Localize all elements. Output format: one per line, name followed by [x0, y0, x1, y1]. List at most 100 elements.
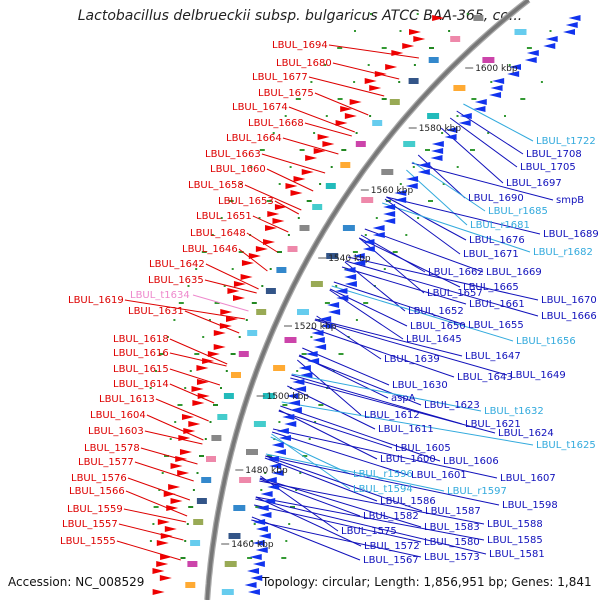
right-gene-label: LBUL_t1625 [536, 440, 596, 451]
gene-block [514, 29, 527, 35]
label-leader-line [261, 153, 326, 174]
feature-dot [174, 421, 177, 423]
reverse-gene-arrow [314, 344, 327, 350]
left-gene-label: LBUL_1674 [232, 102, 288, 113]
gene-block [284, 337, 297, 343]
label-leader-line [386, 196, 541, 235]
gene-block [247, 330, 258, 336]
feature-dot [290, 506, 295, 508]
forward-gene-arrow [191, 386, 204, 392]
feature-dot [189, 370, 192, 372]
feature-dot [196, 472, 199, 474]
left-gene-label: LBUL_1604 [90, 410, 146, 421]
scale-label: 1540 kbp [328, 254, 371, 264]
scale-label: 1600 kbp [475, 64, 518, 74]
feature-dot [325, 115, 328, 117]
feature-dot [344, 268, 347, 270]
forward-gene-arrow [248, 253, 261, 259]
feature-dot [369, 115, 372, 117]
gene-block [221, 589, 234, 595]
gene-block [187, 561, 198, 567]
label-leader-line [314, 319, 508, 376]
feature-dot [441, 132, 444, 134]
reverse-gene-arrow [335, 288, 348, 294]
gene-block [231, 372, 241, 378]
forward-gene-arrow [409, 29, 422, 35]
left-gene-label: LBUL_1660 [210, 164, 266, 175]
label-leader-line [259, 477, 422, 528]
feature-dot [230, 353, 236, 355]
feature-dot [267, 455, 273, 457]
feature-dot [184, 387, 187, 389]
feature-dot [188, 506, 194, 508]
feature-dot [187, 285, 190, 287]
feature-dot [149, 540, 152, 542]
reverse-gene-arrow [489, 92, 502, 98]
left-gene-label: LBUL_1635 [148, 275, 204, 286]
gene-block [389, 99, 400, 105]
right-gene-label: LBUL_1623 [424, 400, 480, 411]
forward-gene-arrow [164, 526, 177, 532]
feature-dot [214, 302, 220, 304]
feature-dot [296, 370, 299, 372]
feature-dot [319, 183, 322, 185]
left-gene-label: LBUL_1658 [188, 180, 244, 191]
gene-block [473, 15, 484, 21]
reverse-gene-arrow [286, 393, 299, 399]
reverse-gene-arrow [344, 274, 357, 280]
right-gene-label: LBUL_1575 [341, 526, 397, 537]
label-leader-line [456, 110, 524, 155]
feature-dot [429, 47, 434, 49]
right-gene-label: LBUL_1647 [465, 351, 521, 362]
reverse-gene-arrow [278, 435, 291, 441]
label-leader-line [255, 496, 362, 547]
right-gene-label: LBUL_1643 [457, 372, 513, 383]
feature-dots-layer [149, 13, 552, 559]
forward-gene-arrow [192, 400, 205, 406]
label-leader-line [329, 288, 408, 327]
forward-gene-arrow [290, 190, 303, 196]
reverse-gene-arrow [458, 120, 471, 126]
reverse-gene-arrow [352, 253, 365, 259]
feature-dot [192, 489, 195, 491]
feature-dot [526, 47, 532, 49]
feature-dot [264, 472, 267, 474]
gene-block [201, 477, 212, 483]
reverse-gene-arrow [431, 141, 444, 147]
feature-dot [288, 523, 291, 525]
label-leader-line [449, 117, 518, 168]
forward-gene-arrow [267, 211, 280, 217]
feature-dot [338, 353, 344, 355]
left-gene-label: LBUL_1664 [226, 133, 282, 144]
reverse-gene-arrow [327, 302, 340, 308]
feature-dot [310, 81, 313, 83]
feature-dot [159, 353, 165, 355]
right-gene-label: LBUL_t1722 [536, 136, 596, 147]
label-leader-line [288, 106, 355, 133]
feature-dot [456, 166, 459, 168]
feature-dot [287, 234, 290, 236]
feature-dot [231, 268, 234, 270]
forward-gene-arrow [197, 393, 210, 399]
right-gene-label: LBUL_1697 [506, 178, 562, 189]
feature-dot [164, 455, 169, 457]
label-leader-line [315, 318, 463, 357]
gene-block [233, 505, 246, 511]
label-leader-line [278, 409, 378, 460]
gene-block [453, 85, 466, 91]
label-leader-line [124, 299, 246, 320]
forward-gene-arrow [255, 246, 268, 252]
feature-dot [209, 421, 212, 423]
feature-dot [310, 336, 313, 338]
feature-dot [363, 302, 369, 304]
right-gene-label: LBUL_1624 [498, 428, 554, 439]
feature-dot [278, 183, 281, 185]
right-gene-label: LBUL_1611 [378, 424, 434, 435]
forward-gene-arrow [413, 36, 426, 42]
forward-gene-arrow [349, 99, 362, 105]
forward-gene-arrow [293, 176, 306, 182]
gene-block [326, 253, 339, 259]
gene-block [482, 57, 495, 63]
feature-dot [277, 251, 282, 253]
reverse-gene-arrow [264, 477, 277, 483]
